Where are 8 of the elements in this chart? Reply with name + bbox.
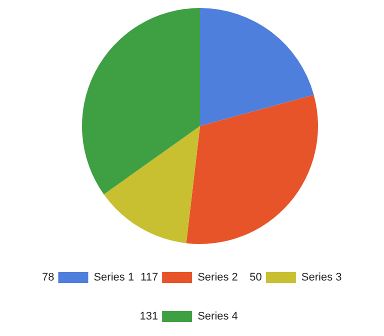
legend-label: Series 2 xyxy=(198,272,238,284)
legend-label: Series 1 xyxy=(94,272,134,284)
data-label: 131 xyxy=(140,310,158,323)
legend-label: Series 4 xyxy=(198,310,238,323)
data-label: 78 xyxy=(42,272,54,284)
legend-label: Series 3 xyxy=(301,272,342,284)
data-label: 117 xyxy=(140,272,158,284)
data-label: 50 xyxy=(250,272,262,284)
